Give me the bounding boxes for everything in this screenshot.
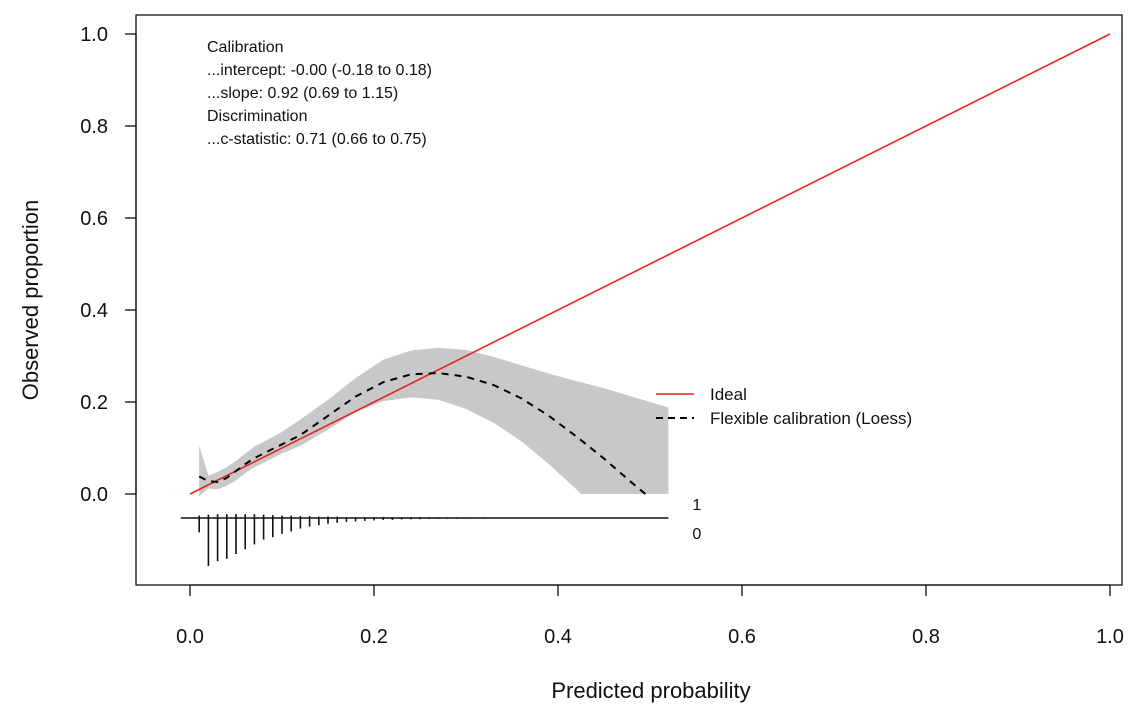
x-axis-title: Predicted probability — [551, 678, 750, 703]
x-tick-label: 0.4 — [544, 626, 572, 648]
annotation-line: ...slope: 0.92 (0.69 to 1.15) — [207, 85, 398, 102]
series-lines-layer — [189, 33, 1111, 495]
spike-label-nonevents: 0 — [692, 526, 701, 543]
annotation-line: ...intercept: -0.00 (-0.18 to 0.18) — [207, 62, 432, 79]
spike-histogram-layer: 10 — [180, 497, 701, 566]
legend-label: Flexible calibration (Loess) — [710, 409, 912, 428]
legend: Ideal Flexible calibration (Loess) — [656, 385, 912, 428]
x-tick-label: 0.0 — [176, 626, 204, 648]
ideal-line — [189, 33, 1111, 495]
annotation-line: Discrimination — [207, 108, 307, 125]
axes-layer: 0.0 0.2 0.4 0.6 0.8 1.0 0.0 0.2 0.4 0.6 0.8 1.0 — [80, 24, 1124, 648]
y-tick-label: 0.0 — [80, 484, 108, 506]
y-tick-label: 1.0 — [80, 24, 108, 46]
y-tick-label: 0.6 — [80, 208, 108, 230]
x-tick-label: 0.2 — [360, 626, 388, 648]
y-tick-label: 0.4 — [80, 300, 108, 322]
legend-label: Ideal — [710, 385, 747, 404]
y-tick-label: 0.2 — [80, 392, 108, 414]
x-tick-label: 1.0 — [1096, 626, 1124, 648]
x-tick-label: 0.6 — [728, 626, 756, 648]
y-axis-title: Observed proportion — [18, 200, 43, 401]
spike-label-events: 1 — [692, 497, 701, 514]
annotation-block: Calibration ...intercept: -0.00 (-0.18 to… — [207, 39, 432, 148]
y-tick-label: 0.8 — [80, 116, 108, 138]
confidence-band — [199, 347, 669, 497]
annotation-line: ...c-statistic: 0.71 (0.66 to 0.75) — [207, 131, 427, 148]
x-tick-label: 0.8 — [912, 626, 940, 648]
confidence-band-layer — [199, 347, 669, 497]
annotation-line: Calibration — [207, 39, 283, 56]
flexible-calibration-line — [198, 371, 647, 495]
